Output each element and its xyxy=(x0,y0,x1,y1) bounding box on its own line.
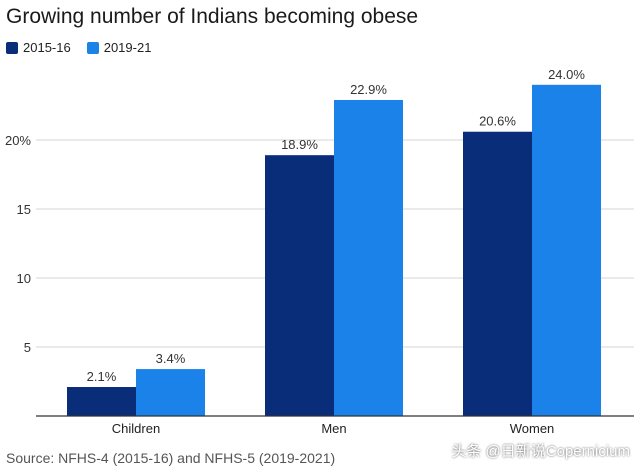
source-note: Source: NFHS-4 (2015-16) and NFHS-5 (201… xyxy=(6,450,336,466)
data-label-men-2019-21: 22.9% xyxy=(350,82,387,97)
data-label-women-2015-16: 20.6% xyxy=(479,114,516,129)
legend-label-2015-16: 2015-16 xyxy=(23,40,71,55)
x-tick-label-women: Women xyxy=(510,421,555,436)
bar-men-2019-21 xyxy=(334,99,403,416)
y-tick-label-20: 20% xyxy=(5,133,31,148)
data-label-children-2015-16: 2.1% xyxy=(87,369,117,384)
bar-women-2015-16 xyxy=(463,131,532,416)
legend-swatch-2019-21 xyxy=(86,41,99,54)
y-tick-label-5: 5 xyxy=(24,340,31,355)
legend-label-2019-21: 2019-21 xyxy=(103,40,152,55)
bar-children-2019-21 xyxy=(136,369,205,416)
chart-title: Growing number of Indians becoming obese xyxy=(6,5,419,28)
legend-swatch-2015-16 xyxy=(6,41,18,54)
data-label-men-2015-16: 18.9% xyxy=(281,137,318,152)
data-label-children-2019-21: 3.4% xyxy=(156,351,186,366)
watermark: 头条 @日新说Copernicium xyxy=(451,443,630,460)
bar-children-2015-16 xyxy=(67,387,136,416)
data-label-women-2019-21: 24.0% xyxy=(548,67,585,82)
y-tick-label-15: 15 xyxy=(17,202,31,217)
x-tick-label-children: Children xyxy=(112,421,160,436)
x-tick-label-men: Men xyxy=(321,421,346,436)
y-tick-label-10: 10 xyxy=(17,271,31,286)
bar-women-2019-21 xyxy=(532,84,601,417)
legend-item-2015-16: 2015-16 xyxy=(6,40,71,55)
bar-men-2015-16 xyxy=(265,155,334,416)
legend-item-2019-21: 2019-21 xyxy=(86,40,152,55)
chart-legend: 2015-16 2019-21 xyxy=(6,40,167,55)
